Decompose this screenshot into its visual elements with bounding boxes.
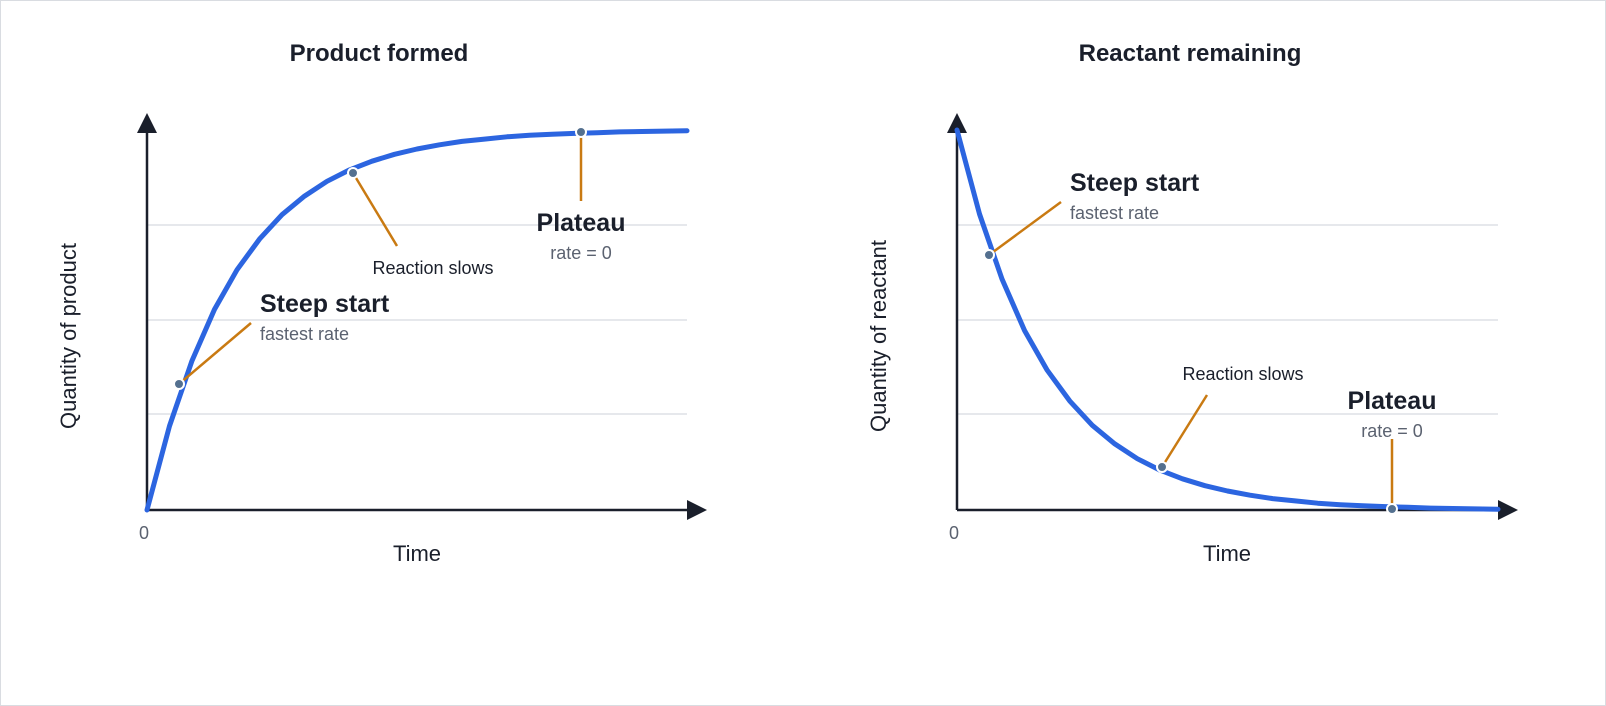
- annotation-label: Reaction slows: [372, 258, 493, 278]
- x-tick-label: 0: [139, 523, 149, 543]
- annotation-label: Steep start: [1070, 169, 1200, 197]
- annotation-reaction-slows: Reaction slows: [347, 167, 494, 278]
- series-line: [144, 128, 690, 513]
- chart-panel-product: Product formed 0 Time Quantity of produc…: [56, 40, 707, 566]
- annotation-label: Plateau: [537, 209, 626, 237]
- y-axis-label: Quantity of reactant: [866, 240, 891, 432]
- annotation-plateau: Plateau rate = 0: [537, 126, 626, 263]
- annotation-leader: [1160, 394, 1209, 468]
- series-line: [954, 127, 1501, 512]
- annotation-sublabel: rate = 0: [550, 243, 612, 263]
- annotation-reaction-slows: Reaction slows: [1156, 364, 1304, 473]
- chart-panel-reactant: Reactant remaining 0 Time Quantity of re…: [866, 40, 1518, 566]
- chart-title: Reactant remaining: [1079, 40, 1302, 67]
- gridlines: [147, 224, 687, 415]
- annotation-label: Steep start: [260, 290, 390, 318]
- annotation-point: [173, 378, 185, 390]
- annotation-label: Plateau: [1348, 387, 1437, 415]
- annotation-leader: [178, 322, 252, 385]
- annotation-sublabel: fastest rate: [260, 324, 349, 344]
- annotation-leader: [351, 172, 399, 247]
- chart-title: Product formed: [290, 40, 469, 67]
- annotation-steep-start: Steep start fastest rate: [983, 169, 1200, 261]
- y-axis-label: Quantity of product: [56, 243, 81, 429]
- x-tick-label: 0: [949, 523, 959, 543]
- annotation-point: [1156, 461, 1168, 473]
- x-axis-label: Time: [393, 541, 441, 566]
- annotation-point: [1386, 503, 1398, 515]
- annotation-point: [347, 167, 359, 179]
- annotation-sublabel: fastest rate: [1070, 203, 1159, 223]
- annotation-label: Reaction slows: [1182, 364, 1303, 384]
- annotation-point: [575, 126, 587, 138]
- annotation-steep-start: Steep start fastest rate: [173, 290, 390, 390]
- annotation-point: [983, 249, 995, 261]
- annotation-leader: [988, 200, 1062, 257]
- gridlines: [957, 224, 1498, 415]
- annotation-sublabel: rate = 0: [1361, 421, 1423, 441]
- annotation-plateau: Plateau rate = 0: [1348, 387, 1437, 515]
- x-axis-label: Time: [1203, 541, 1251, 566]
